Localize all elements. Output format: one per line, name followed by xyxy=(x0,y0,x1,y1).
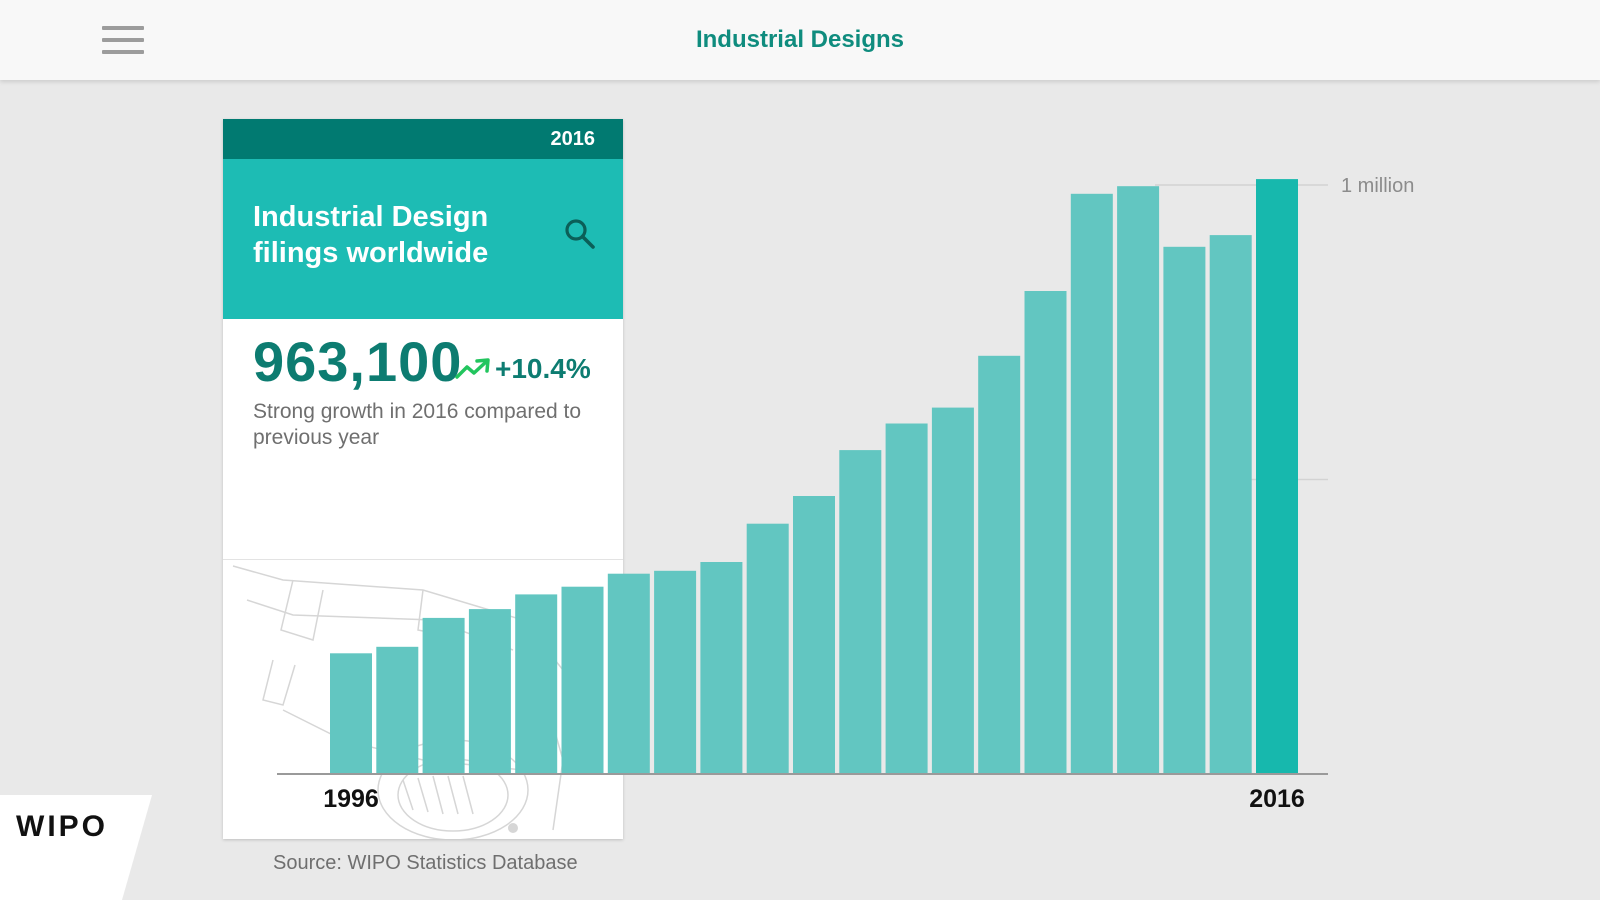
bar-2006 xyxy=(793,496,835,774)
bar-2008 xyxy=(885,423,928,774)
x-tick-label-first: 1996 xyxy=(323,785,379,813)
wipo-logo-badge xyxy=(0,795,152,900)
growth-percentage: +10.4% xyxy=(495,353,591,384)
hamburger-menu-icon[interactable] xyxy=(102,26,146,56)
card-year: 2016 xyxy=(550,128,596,150)
trending-up-icon xyxy=(455,358,490,379)
bar-2014 xyxy=(1163,246,1206,775)
card-header: Industrial Design filings worldwide xyxy=(223,159,623,319)
bar-2013 xyxy=(1117,186,1160,774)
bar-2011 xyxy=(1024,291,1067,774)
bar-1997 xyxy=(376,646,419,774)
bar-2001 xyxy=(561,586,604,774)
bar-2009 xyxy=(931,407,974,774)
search-icon[interactable] xyxy=(563,217,597,251)
bar-2016 xyxy=(1256,179,1298,775)
card-year-bar: 2016 xyxy=(223,119,623,159)
bar-2005 xyxy=(746,523,789,774)
bar-2004 xyxy=(700,562,743,774)
card-heading-line2: filings worldwide xyxy=(253,237,489,269)
bar-2000 xyxy=(515,594,558,774)
growth-description: Strong growth in 2016 compared to previo… xyxy=(253,400,582,449)
x-tick-label-last: 2016 xyxy=(1249,785,1305,813)
bar-2003 xyxy=(654,570,697,774)
bar-2012 xyxy=(1070,193,1113,775)
bar-2010 xyxy=(978,355,1021,774)
wipo-logo-text: WIPO xyxy=(16,810,108,843)
bar-1999 xyxy=(468,609,511,774)
top-bar: Industrial Designs xyxy=(0,0,1600,80)
bar-2007 xyxy=(839,450,882,774)
page-title: Industrial Designs xyxy=(695,26,905,53)
bar-1998 xyxy=(422,617,465,774)
bar-1996 xyxy=(330,653,372,774)
gridline-label: 1 million xyxy=(1341,175,1414,197)
source-note: Source: WIPO Statistics Database xyxy=(273,852,578,874)
sketch-dot xyxy=(508,823,518,833)
filings-value: 963,100 xyxy=(253,330,463,393)
bar-series xyxy=(330,179,1298,775)
card-heading: Industrial Design filings worldwide xyxy=(253,199,553,271)
bar-2002 xyxy=(607,573,650,774)
bar-2015 xyxy=(1209,235,1252,775)
card-heading-line1: Industrial Design xyxy=(253,201,489,233)
